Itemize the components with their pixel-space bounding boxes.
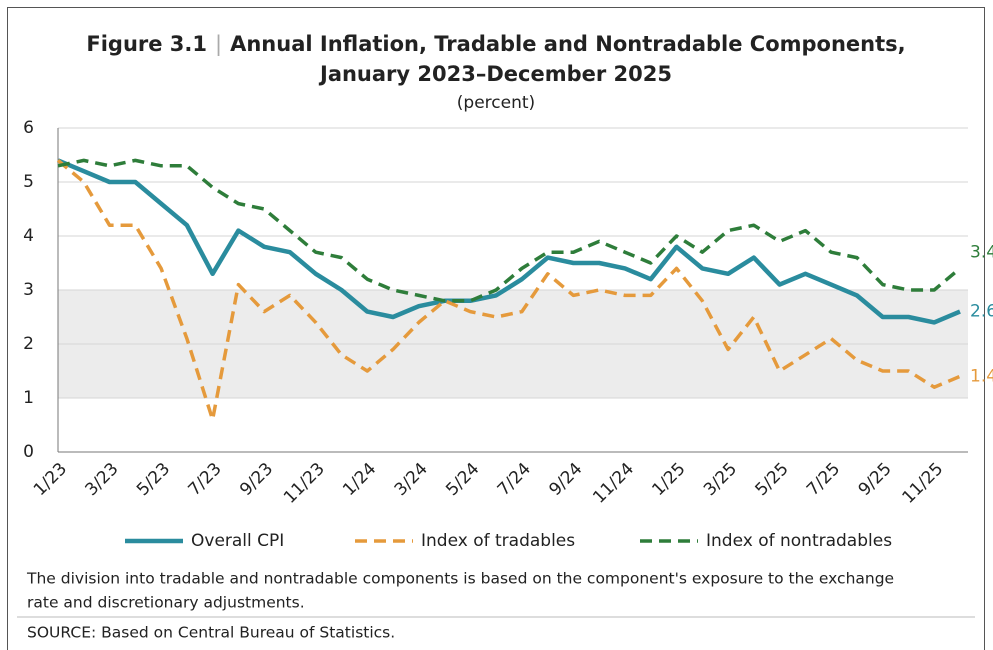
figure-label: Figure 3.1	[86, 32, 207, 56]
x-tick-label: 1/24	[339, 459, 380, 500]
x-tick-label: 9/23	[236, 459, 277, 500]
value-label: 2.6	[970, 302, 993, 322]
y-tick-label: 2	[23, 334, 34, 354]
note: The division into tradable and nontradab…	[26, 570, 894, 588]
x-tick-label: 11/24	[589, 459, 638, 508]
y-tick-label: 6	[23, 118, 34, 138]
x-tick-label: 9/25	[855, 459, 896, 500]
y-tick-label: 4	[23, 226, 34, 246]
x-tick-label: 9/24	[545, 459, 586, 500]
x-tick-label: 5/24	[442, 459, 483, 500]
x-tick-label: 3/23	[81, 459, 122, 500]
legend-label: Index of tradables	[421, 531, 575, 551]
legend-label: Overall CPI	[191, 531, 284, 551]
series-line	[56, 159, 961, 422]
y-tick-label: 3	[23, 280, 34, 300]
x-tick-label: 5/25	[752, 459, 793, 500]
y-tick-label: 1	[23, 388, 34, 408]
y-tick-label: 5	[23, 172, 34, 192]
title: January 2023–December 2025	[318, 62, 672, 86]
x-tick-label: 1/25	[648, 459, 689, 500]
subtitle: (percent)	[457, 93, 535, 113]
value-label: 1.4	[970, 366, 993, 386]
x-tick-label: 11/23	[280, 459, 329, 508]
x-tick-label: 11/25	[899, 459, 948, 508]
plot: 0 1 2 3 4 5 6 1/23 3/23 5/23 7/23 9/23 11/23 1/24 3/24…	[23, 118, 993, 508]
y-tick-label: 0	[23, 442, 34, 462]
x-tick-label: 3/24	[391, 459, 432, 500]
separator: |	[215, 32, 222, 57]
x-tick-label: 1/23	[30, 459, 71, 500]
frame	[7, 7, 985, 650]
title: Annual Inflation, Tradable and Nontradab…	[230, 32, 906, 56]
source: SOURCE: Based on Central Bureau of Stati…	[27, 624, 395, 642]
x-tick-label: 5/23	[133, 459, 174, 500]
x-tick-label: 7/24	[494, 459, 535, 500]
series-line	[57, 158, 962, 303]
x-tick-label: 7/23	[185, 459, 226, 500]
note: rate and discretionary adjustments.	[27, 594, 305, 612]
value-label: 3.4	[970, 242, 993, 262]
series-line	[57, 158, 961, 325]
x-tick-label: 3/25	[700, 459, 741, 500]
x-tick-label: 7/25	[803, 459, 844, 500]
chart-title-line: Figure 3.1 | Annual Inflation, Tradable an…	[86, 32, 905, 57]
legend-label: Index of nontradables	[706, 531, 892, 551]
